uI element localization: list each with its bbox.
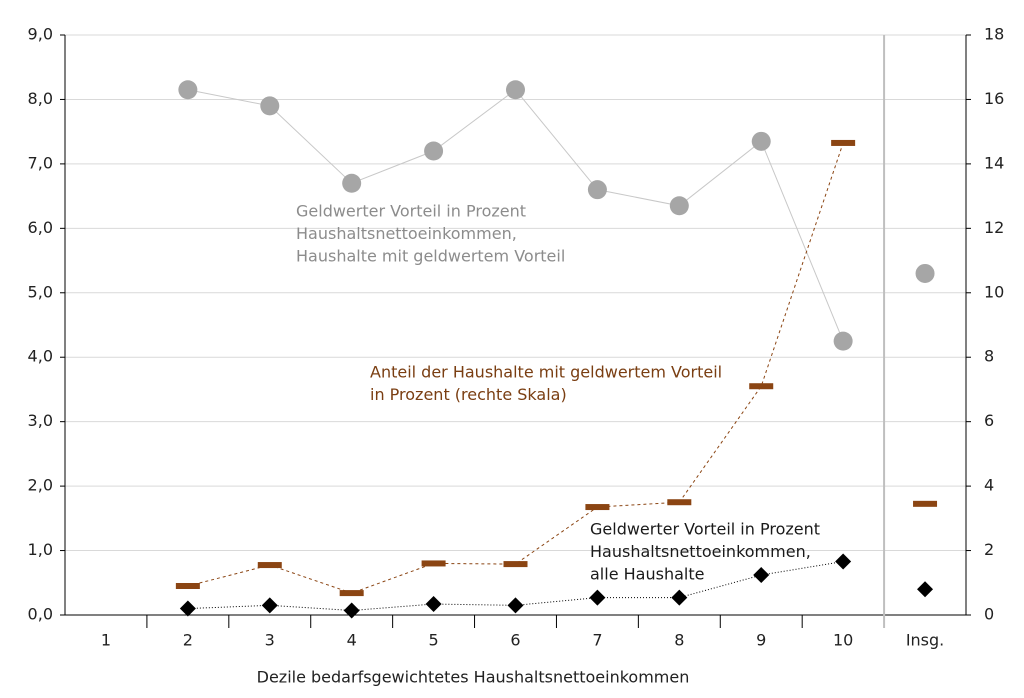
point [915,263,935,283]
point [751,131,771,151]
y2-tick-label: 8 [984,347,994,366]
annotation: Anteil der Haushalte mit geldwertem Vort… [370,363,722,382]
x-tick-label: 3 [265,631,275,650]
point [179,600,196,617]
x-tick-label: 4 [347,631,357,650]
y2-tick-label: 0 [984,605,994,624]
point [831,139,856,146]
annotation: Haushaltsnettoeinkommen, [296,224,517,243]
y-tick-label: 4,0 [28,347,53,366]
point [260,96,280,116]
y-tick-label: 0,0 [28,605,53,624]
point [833,331,853,351]
point [753,567,770,584]
x-axis-label: Dezile bedarfsgewichtetes Haushaltsnetto… [257,668,690,687]
x-tick-label: 7 [592,631,602,650]
y-tick-label: 5,0 [28,282,53,301]
x-tick-label: 10 [833,631,853,650]
y-tick-label: 3,0 [28,411,53,430]
point [913,500,938,507]
x-tick-label: 6 [510,631,520,650]
point [835,553,852,570]
point [425,596,442,613]
annotation: Haushaltsnettoeinkommen, [590,542,811,561]
y2-tick-label: 14 [984,153,1004,172]
y-tick-label: 7,0 [28,153,53,172]
y-tick-label: 1,0 [28,540,53,559]
point [585,504,610,511]
y-tick-label: 2,0 [28,476,53,495]
annotation: Haushalte mit geldwertem Vorteil [296,247,565,266]
point [257,562,282,569]
point [587,180,607,200]
y2-tick-label: 4 [984,476,994,495]
series-line [188,562,925,611]
point [506,80,525,100]
point [917,581,934,598]
point [175,583,200,589]
y2-tick-label: 16 [984,89,1004,108]
y2-tick-label: 10 [984,282,1004,301]
x-tick-label: 2 [183,631,193,650]
annotation: Geldwerter Vorteil in Prozent [590,520,820,539]
y-tick-label: 9,0 [28,25,53,44]
point [261,597,278,614]
point [343,602,360,619]
y2-tick-label: 12 [984,218,1004,237]
point [503,561,528,568]
y-tick-label: 8,0 [28,89,53,108]
point [339,590,364,597]
point [178,80,198,100]
point [669,196,689,216]
y-tick-label: 6,0 [28,218,53,237]
annotation: alle Haushalte [590,565,704,584]
x-tick-label: 1 [101,631,111,650]
x-tick-label: 9 [756,631,766,650]
point [749,383,774,390]
point [421,560,446,567]
point [424,141,444,161]
point [342,173,362,193]
y2-tick-label: 2 [984,540,994,559]
annotation: in Prozent (rechte Skala) [370,385,567,404]
point [589,589,606,606]
x-tick-label: 8 [674,631,684,650]
point [507,597,524,614]
x-tick-label: Insg. [906,631,944,650]
point [671,589,688,606]
x-tick-label: 5 [428,631,438,650]
point [667,499,692,506]
y2-tick-label: 18 [984,25,1004,44]
annotation: Geldwerter Vorteil in Prozent [296,202,526,221]
y2-tick-label: 6 [984,411,994,430]
